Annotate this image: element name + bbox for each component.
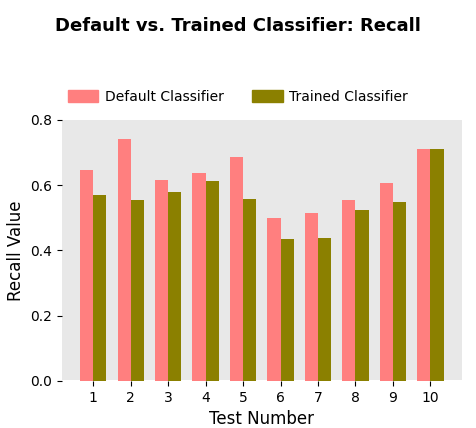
Bar bbox=[130, 200, 144, 381]
Bar bbox=[243, 199, 256, 381]
Bar bbox=[356, 210, 368, 381]
Legend: Default Classifier, Trained Classifier: Default Classifier, Trained Classifier bbox=[62, 84, 414, 109]
Bar bbox=[230, 158, 243, 381]
Bar bbox=[168, 192, 181, 381]
Bar bbox=[93, 195, 106, 381]
Text: Default vs. Trained Classifier: Recall: Default vs. Trained Classifier: Recall bbox=[55, 17, 421, 35]
Bar bbox=[155, 180, 168, 381]
Bar bbox=[280, 239, 294, 381]
Bar bbox=[206, 181, 218, 381]
Bar bbox=[318, 238, 331, 381]
Bar bbox=[393, 202, 406, 381]
Bar bbox=[268, 218, 280, 381]
Bar bbox=[417, 149, 430, 381]
Bar bbox=[380, 184, 393, 381]
Y-axis label: Recall Value: Recall Value bbox=[7, 200, 25, 300]
Bar bbox=[118, 140, 130, 381]
Bar bbox=[430, 149, 444, 381]
Bar bbox=[342, 200, 356, 381]
Bar bbox=[305, 213, 318, 381]
Bar bbox=[192, 173, 206, 381]
Bar bbox=[80, 170, 93, 381]
X-axis label: Test Number: Test Number bbox=[209, 410, 314, 428]
